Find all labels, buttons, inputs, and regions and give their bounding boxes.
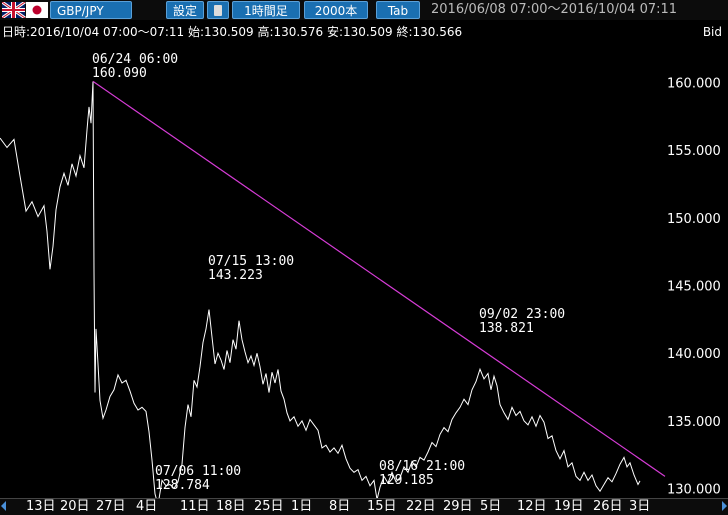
y-tick-label: 155.000	[667, 144, 721, 159]
price-chart[interactable]: 160.000 155.000 150.000 145.000 140.000 135.0…	[0, 42, 728, 500]
calculator-button[interactable]	[207, 1, 229, 19]
flag-icon	[1, 0, 48, 20]
x-tick-label: 8日	[329, 499, 351, 514]
x-tick-label: 12日	[517, 499, 547, 514]
annotation-value: 128.784	[155, 478, 210, 493]
y-tick-label: 145.000	[667, 280, 721, 295]
toolbar: GBP/JPY 設定 1時間足 2000本 Tab 2016/06/08 07:…	[0, 0, 728, 20]
x-tick-label: 26日	[593, 499, 623, 514]
x-tick-label: 25日	[254, 499, 284, 514]
pair-selector-button[interactable]: GBP/JPY	[50, 1, 132, 19]
y-tick-label: 150.000	[667, 212, 721, 227]
scroll-right-icon[interactable]	[722, 501, 727, 511]
annotation-value: 160.090	[92, 66, 147, 81]
annotation-value: 143.223	[208, 268, 263, 283]
annotation-date: 06/24 06:00	[92, 52, 178, 67]
scroll-left-icon[interactable]	[1, 501, 6, 511]
x-tick-label: 29日	[443, 499, 473, 514]
x-tick-label: 4日	[136, 499, 158, 514]
ohlc-text: 日時:2016/10/04 07:00～07:11 始:130.509 高:13…	[2, 25, 463, 39]
annotation-date: 07/15 13:00	[208, 254, 294, 269]
x-tick-label: 19日	[554, 499, 584, 514]
x-tick-label: 22日	[406, 499, 436, 514]
x-tick-label: 5日	[480, 499, 502, 514]
x-tick-label: 1日	[291, 499, 313, 514]
annotation-value: 129.185	[379, 473, 434, 488]
date-range-text: 2016/06/08 07:00～2016/10/04 07:11	[431, 2, 678, 17]
y-tick-label: 130.000	[667, 483, 721, 498]
bid-label: Bid	[702, 25, 722, 39]
ohlc-info-bar: 日時:2016/10/04 07:00～07:11 始:130.509 高:13…	[0, 22, 728, 42]
y-tick-label: 140.000	[667, 347, 721, 362]
x-tick-label: 11日	[180, 499, 210, 514]
price-series-line	[0, 81, 641, 500]
annotation-value: 138.821	[479, 321, 534, 336]
x-tick-label: 18日	[216, 499, 246, 514]
annotation-date: 08/16 21:00	[379, 459, 465, 474]
bar-count-button[interactable]: 2000本	[304, 1, 368, 19]
calculator-icon	[214, 5, 222, 16]
x-tick-label: 15日	[367, 499, 397, 514]
x-tick-label: 20日	[60, 499, 90, 514]
timeframe-button[interactable]: 1時間足	[232, 1, 300, 19]
annotation-date: 07/06 11:00	[155, 464, 241, 479]
y-tick-label: 135.000	[667, 415, 721, 430]
x-tick-label: 27日	[96, 499, 126, 514]
tab-button[interactable]: Tab	[376, 1, 420, 19]
x-tick-label: 13日	[26, 499, 56, 514]
x-tick-label: 3日	[629, 499, 651, 514]
annotation-date: 09/02 23:00	[479, 307, 565, 322]
gbp-jpy-flag-icon	[1, 0, 48, 20]
trendline	[92, 80, 666, 477]
y-tick-label: 160.000	[667, 77, 721, 92]
x-axis-scrollbar[interactable]: 13日 20日 27日 4日 11日 18日 25日 1日 8日 15日 22日 29日 5日 12日 19…	[0, 498, 728, 515]
settings-button[interactable]: 設定	[166, 1, 204, 19]
